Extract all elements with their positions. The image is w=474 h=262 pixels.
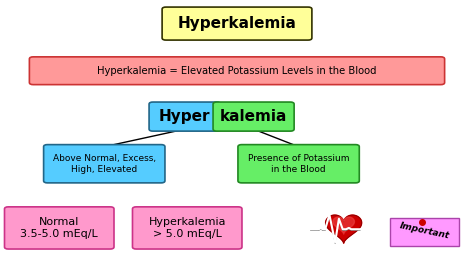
Text: kalemia: kalemia <box>220 109 287 124</box>
FancyBboxPatch shape <box>390 218 459 246</box>
FancyBboxPatch shape <box>29 57 445 85</box>
FancyBboxPatch shape <box>162 7 312 40</box>
Text: Above Normal, Excess,
High, Elevated: Above Normal, Excess, High, Elevated <box>53 154 156 174</box>
FancyBboxPatch shape <box>44 145 165 183</box>
FancyBboxPatch shape <box>149 102 221 131</box>
Polygon shape <box>333 217 355 234</box>
Text: Presence of Potassium
in the Blood: Presence of Potassium in the Blood <box>248 154 349 174</box>
Text: Hyperkalemia = Elevated Potassium Levels in the Blood: Hyperkalemia = Elevated Potassium Levels… <box>97 66 377 76</box>
Text: Hyperkalemia
> 5.0 mEq/L: Hyperkalemia > 5.0 mEq/L <box>148 217 226 239</box>
FancyBboxPatch shape <box>213 102 294 131</box>
Text: Hyperkalemia: Hyperkalemia <box>178 16 296 31</box>
FancyBboxPatch shape <box>238 145 359 183</box>
Text: Important: Important <box>399 221 450 240</box>
FancyBboxPatch shape <box>132 207 242 249</box>
Text: Normal
3.5-5.0 mEq/L: Normal 3.5-5.0 mEq/L <box>20 217 98 239</box>
Text: Hyper: Hyper <box>159 109 210 124</box>
FancyBboxPatch shape <box>5 207 114 249</box>
Polygon shape <box>326 215 362 243</box>
